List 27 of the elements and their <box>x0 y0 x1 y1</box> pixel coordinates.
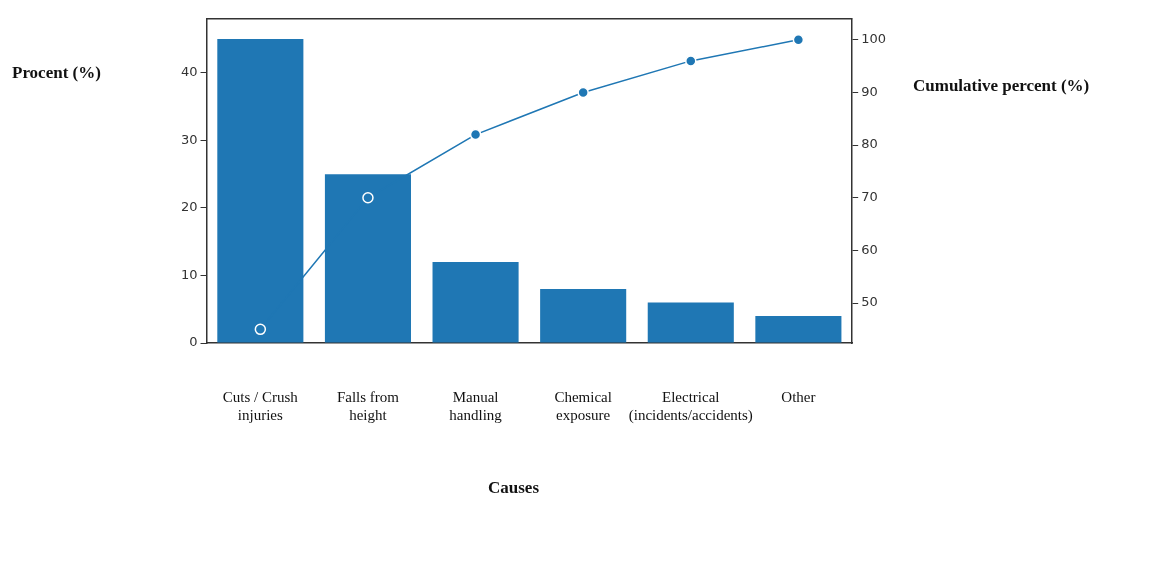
point <box>254 323 267 336</box>
y2-tick-label: 80 <box>861 136 878 152</box>
y-axis-title: Procent (%) <box>12 63 101 83</box>
x-tick-label: Chemical exposure <box>554 388 612 423</box>
y2-tick-label: 100 <box>861 31 887 47</box>
y-tick-label: 10 <box>181 266 198 282</box>
y-tick-label: 20 <box>181 199 198 215</box>
y2-tick-label: 70 <box>861 189 878 205</box>
bar <box>432 261 519 343</box>
x-tick-label: Falls from height <box>336 388 400 423</box>
x-axis-title: Causes <box>488 478 540 498</box>
x-tick-label: Manual handling <box>449 388 503 423</box>
x-tick-label: Other <box>781 388 816 405</box>
y-tick-label: 40 <box>181 64 198 80</box>
y-tick-label: 30 <box>181 131 198 147</box>
point <box>362 191 374 204</box>
x-tick-label: Electrical (incidents/accidents) <box>628 388 753 424</box>
y-tick-label: 0 <box>189 334 198 350</box>
y2-tick-label: 50 <box>861 294 878 310</box>
bar <box>647 302 734 343</box>
point <box>685 55 697 67</box>
x-tick-label: Cuts / Crush injuries <box>222 388 299 423</box>
y2-tick-label: 60 <box>861 241 878 257</box>
bar <box>755 315 842 343</box>
bar <box>540 288 627 343</box>
y2-tick-label: 90 <box>861 83 878 99</box>
y2-axis-title: Cumulative percent (%) <box>913 76 1090 96</box>
